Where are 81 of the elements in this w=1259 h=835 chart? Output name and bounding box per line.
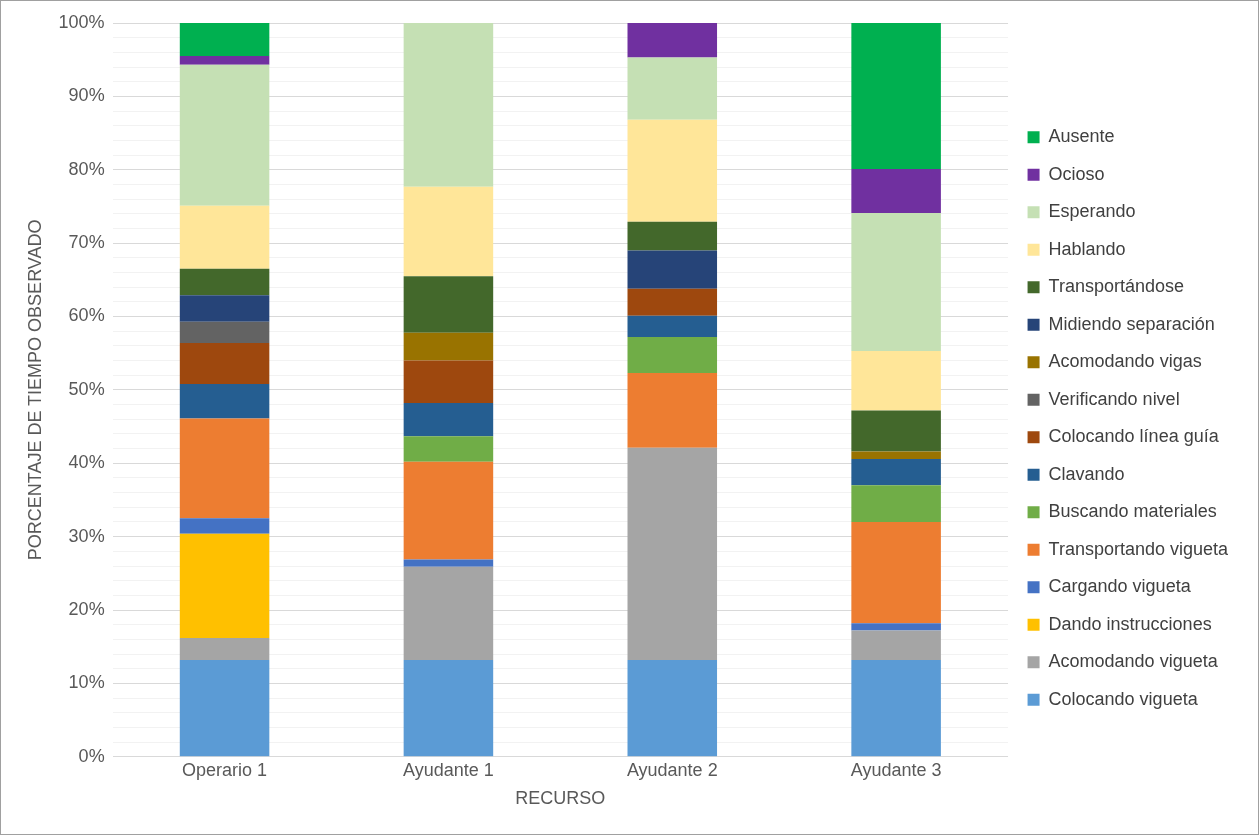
bar — [403, 559, 494, 567]
bar — [403, 461, 494, 560]
bar — [179, 533, 270, 638]
bar — [403, 186, 494, 277]
bar — [179, 637, 270, 660]
bar — [851, 659, 941, 757]
legend-label: Dando instrucciones — [1048, 613, 1212, 634]
bar — [403, 436, 494, 462]
bar — [627, 659, 718, 757]
legend-label: Midiendo separación — [1048, 313, 1215, 334]
bar — [179, 384, 270, 419]
bar — [627, 221, 718, 251]
bar — [179, 418, 270, 519]
bar — [403, 23, 494, 187]
y-tick-label: 100% — [58, 11, 105, 32]
y-tick-label: 50% — [68, 378, 105, 399]
bar — [627, 315, 718, 338]
bar — [179, 268, 270, 296]
y-tick-label: 20% — [68, 599, 105, 620]
legend-label: Hablando — [1048, 238, 1126, 259]
legend-label: Acomodando vigueta — [1048, 651, 1219, 672]
bar — [851, 451, 941, 459]
bar — [851, 485, 941, 522]
bar — [627, 337, 718, 374]
bar — [179, 321, 270, 343]
legend-label: Cargando vigueta — [1048, 576, 1192, 597]
x-tick-label: Ayudante 1 — [403, 759, 494, 780]
bar — [851, 351, 941, 411]
bar — [179, 342, 270, 385]
legend-label: Clavando — [1048, 463, 1125, 484]
bar — [851, 410, 941, 452]
bar — [179, 659, 270, 757]
bar — [179, 64, 270, 206]
bar — [403, 659, 494, 757]
y-tick-label: 30% — [68, 525, 105, 546]
legend-label: Colocando línea guía — [1048, 426, 1220, 447]
y-tick-label: 0% — [78, 745, 105, 766]
bar — [851, 23, 941, 170]
bar — [627, 250, 718, 289]
y-tick-label: 80% — [68, 158, 105, 179]
bar — [403, 566, 494, 660]
bar — [851, 623, 941, 631]
legend-label: Verificando nivel — [1048, 388, 1180, 409]
y-tick-label: 70% — [68, 232, 105, 253]
y-tick-label: 60% — [68, 305, 105, 326]
legend-label: Transportándose — [1048, 276, 1184, 297]
bar — [179, 518, 270, 534]
legend-label: Esperando — [1048, 201, 1136, 222]
bar — [851, 521, 941, 624]
bar — [627, 288, 718, 316]
y-tick-label: 90% — [68, 85, 105, 106]
bar — [851, 630, 941, 660]
bar — [627, 373, 718, 448]
bar — [179, 295, 270, 322]
bar — [179, 205, 270, 269]
legend-label: Transportando vigueta — [1048, 538, 1229, 559]
bar — [627, 57, 718, 120]
x-tick-label: Operario 1 — [182, 759, 268, 780]
bar — [403, 360, 494, 404]
bar — [403, 403, 494, 437]
x-tick-label: Ayudante 2 — [626, 759, 718, 780]
bar — [179, 56, 270, 65]
legend-label: Ocioso — [1048, 163, 1105, 184]
legend-label: Ausente — [1048, 126, 1115, 147]
y-tick-label: 40% — [68, 452, 105, 473]
x-axis-title: RECURSO — [515, 788, 606, 809]
bar — [627, 447, 718, 660]
y-tick-label: 10% — [68, 672, 105, 693]
bar — [851, 213, 941, 352]
bar — [851, 169, 941, 214]
bar — [403, 332, 494, 361]
legend-label: Colocando vigueta — [1048, 688, 1199, 709]
x-tick-label: Ayudante 3 — [850, 759, 942, 780]
bar — [179, 23, 270, 57]
bar — [403, 276, 494, 333]
bar — [627, 23, 718, 58]
bar — [627, 119, 718, 222]
legend-label: Buscando materiales — [1048, 501, 1217, 522]
y-axis-title: PORCENTAJE DE TIEMPO OBSERVADO — [24, 219, 45, 561]
legend-label: Acomodando vigas — [1048, 351, 1202, 372]
bar — [851, 458, 941, 486]
